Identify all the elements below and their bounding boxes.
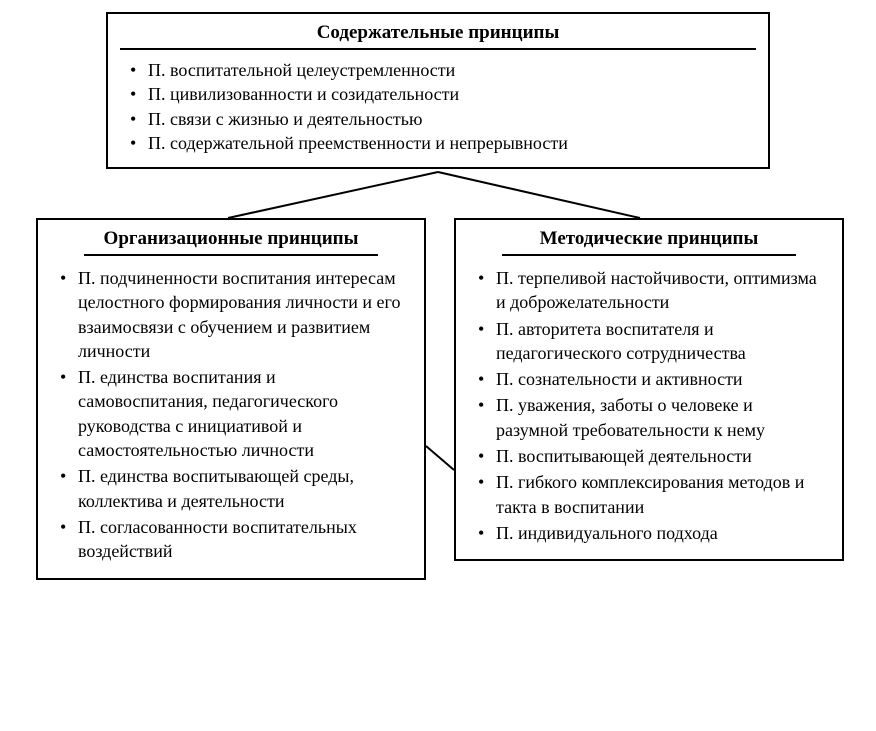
node-top: Содержательные принципы П. воспитательно…	[106, 12, 770, 169]
list-item: П. авторитета воспитателя и педагогическ…	[496, 317, 826, 366]
list-item: П. воспитывающей деятель­ности	[496, 444, 826, 468]
list-item: П. цивилизованности и созидательности	[148, 82, 752, 106]
list-item: П. связи с жизнью и деятельностью	[148, 107, 752, 131]
list-item: П. подчиненности воспита­ния интересам ц…	[78, 266, 408, 363]
list-item: П. индивидуального подхода	[496, 521, 826, 545]
node-top-items: П. воспитательной целеустремленности П. …	[124, 58, 752, 155]
list-item: П. воспитательной целеустремленности	[148, 58, 752, 82]
node-top-title: Содержательные принципы	[120, 22, 756, 50]
node-left: Организационные принципы П. подчиненност…	[36, 218, 426, 580]
node-right: Методические принципы П. терпеливой наст…	[454, 218, 844, 561]
node-right-title: Методические принципы	[502, 228, 796, 256]
edge-left-right	[426, 446, 454, 470]
list-item: П. согласованности воспита­тельных возде…	[78, 515, 408, 564]
list-item: П. единства воспитывающей среды, коллект…	[78, 464, 408, 513]
list-item: П. содержательной преемственности и непр…	[148, 131, 752, 155]
node-left-items: П. подчиненности воспита­ния интересам ц…	[54, 266, 408, 564]
list-item: П. сознательности и актив­ности	[496, 367, 826, 391]
list-item: П. уважения, заботы о чело­веке и разумн…	[496, 393, 826, 442]
list-item: П. единства воспитания и самовоспитания,…	[78, 365, 408, 462]
edge-top-right	[438, 172, 640, 218]
edge-top-left	[228, 172, 438, 218]
list-item: П. гибкого комплексирова­ния методов и т…	[496, 470, 826, 519]
node-left-title: Организационные принципы	[84, 228, 378, 256]
node-right-items: П. терпеливой настойчиво­сти, оптимизма …	[472, 266, 826, 545]
list-item: П. терпеливой настойчиво­сти, оптимизма …	[496, 266, 826, 315]
